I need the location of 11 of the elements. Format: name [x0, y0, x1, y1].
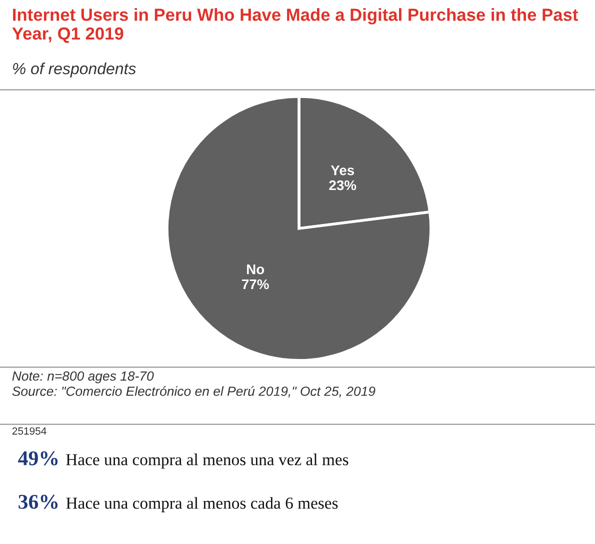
text: Note: n=800 ages 18-70: [12, 371, 154, 384]
slice-label: No: [247, 264, 264, 274]
data-label: 77%: [242, 279, 269, 290]
data-label: 23%: [329, 180, 356, 190]
chart-title: Internet Users in Peru Who Have Made a Digital Purchase in the Past Year, Q1 2019: [12, 8, 578, 43]
slice-label: Yes: [330, 166, 354, 176]
text: 49% Hace una compra al menos una vez al mes: [18, 451, 348, 469]
text: 251954: [12, 427, 46, 435]
source-note: Source: "Comercio Electrónico en el Perú 2019," Oct 25, 2019: [12, 386, 376, 398]
chart-subtitle: % of respondents: [13, 62, 136, 78]
text: 36% Hace una compra al menos cada 6 meses: [18, 494, 338, 512]
